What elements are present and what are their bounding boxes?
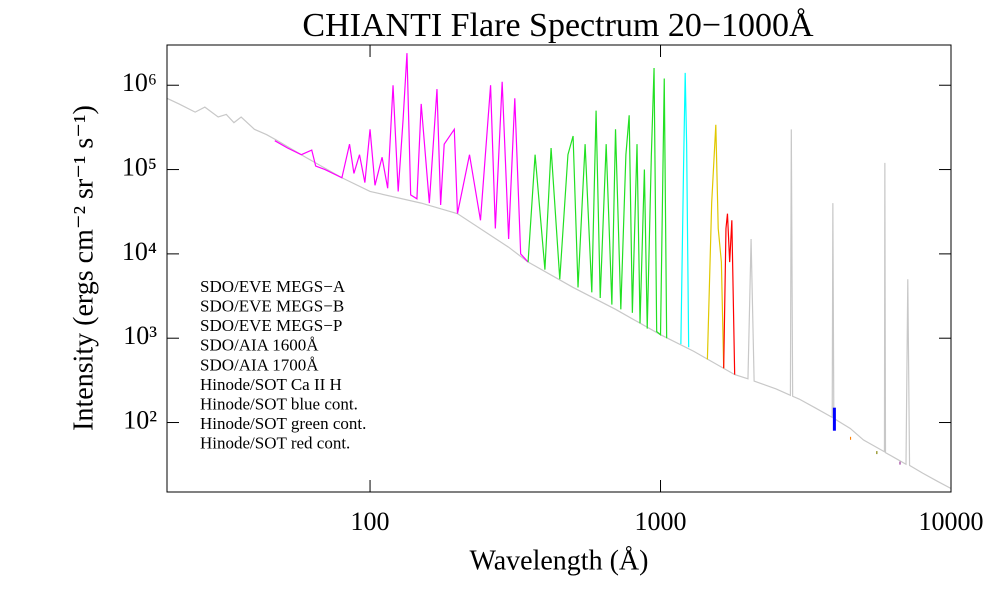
spectrum-line <box>274 53 529 263</box>
spectrum-line <box>527 68 668 339</box>
legend-entry: SDO/EVE MEGS−A <box>200 277 346 296</box>
y-tick-label: 10⁴ <box>122 237 157 266</box>
legend-entry: SDO/EVE MEGS−P <box>200 316 342 335</box>
plot-area <box>166 53 952 490</box>
y-tick-label: 10⁵ <box>122 153 157 182</box>
spectrum-line <box>166 97 952 490</box>
y-tick-label: 10⁶ <box>122 68 157 97</box>
legend-entry: Hinode/SOT red cont. <box>200 434 350 453</box>
chart-title: CHIANTI Flare Spectrum 20−1000Å <box>302 7 814 44</box>
spectrum-line <box>680 72 690 348</box>
spectrum-line <box>706 124 725 369</box>
y-tick-label: 10³ <box>123 321 157 350</box>
spectrum-line <box>723 213 736 375</box>
legend-entry: SDO/AIA 1700Å <box>200 355 319 374</box>
legend-entry: Hinode/SOT blue cont. <box>200 395 358 414</box>
x-tick-label: 100 <box>351 507 390 536</box>
legend-entry: SDO/AIA 1600Å <box>200 336 319 355</box>
y-axis-label: Intensity (ergs cm⁻² sr⁻¹ s⁻¹) <box>68 105 99 431</box>
y-tick-label: 10² <box>123 405 157 434</box>
plot-frame <box>166 44 952 493</box>
legend-entry: Hinode/SOT green cont. <box>200 414 366 433</box>
legend-entry: Hinode/SOT Ca II H <box>200 375 342 394</box>
x-tick-label: 10000 <box>919 507 984 536</box>
x-axis-label: Wavelength (Å) <box>470 545 649 576</box>
legend-entry: SDO/EVE MEGS−B <box>200 297 344 316</box>
x-tick-label: 1000 <box>635 507 687 536</box>
